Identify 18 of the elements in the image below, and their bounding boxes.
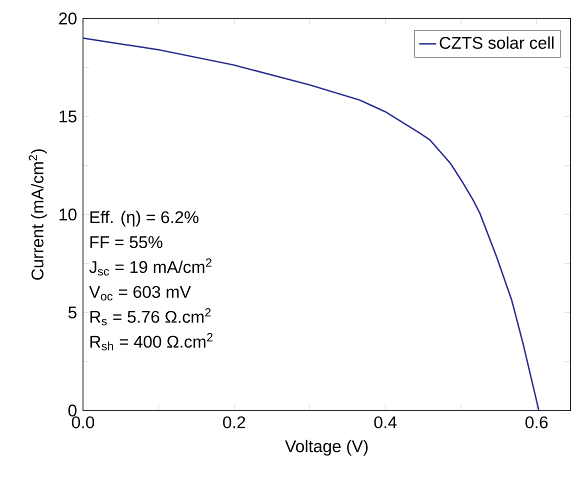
y-axis-title: Current (mA/cm$^{2}$) [28,149,47,280]
annotation: V$_{oc}$ = 603 mV [89,286,191,300]
y-tick-label: 10 [60,208,76,220]
x-axis-title: Voltage (V) [284,440,368,456]
legend-label: CZTS solar cell [440,36,554,49]
y-tick-label: 0 [68,404,76,416]
annotation: R$_{s}$ = 5.76 Ω.cm$^{2}$ [90,308,211,326]
annotation: J$_{sc}$ = 19 mA/cm$^{2}$ [89,258,212,276]
annotation: R$_{sh}$ = 400 Ω.cm$^{2}$ [90,333,213,350]
annotation: FF = 55% [90,236,162,248]
x-tick-label: 0.4 [374,416,397,428]
annotation: Eff. (η) = 6.2% [90,210,198,227]
y-tick-label: 5 [68,306,76,318]
x-tick-label: 0.2 [223,416,246,428]
y-tick-label: 20 [59,12,76,24]
x-tick-label: 0.6 [525,416,548,428]
y-tick-label: 15 [60,110,76,122]
x-tick-label: 0.0 [72,416,94,428]
